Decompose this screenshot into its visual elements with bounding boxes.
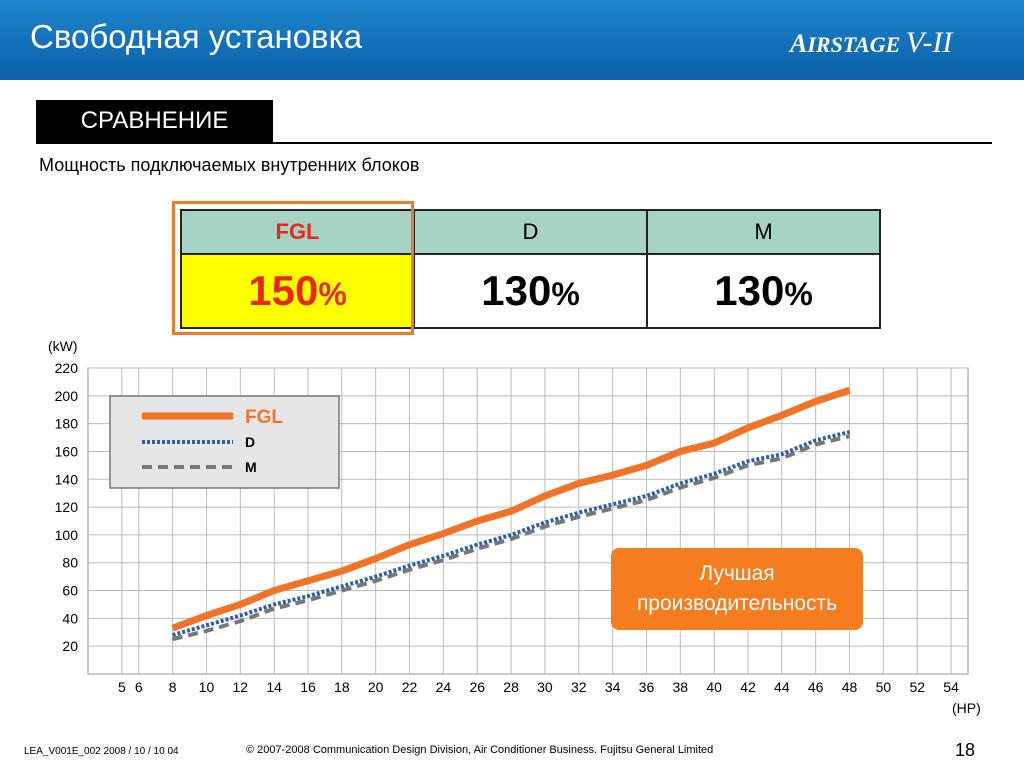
x-tick-label: 52 [909,679,925,695]
x-tick-label: 12 [233,679,249,695]
section-label: СРАВНЕНИЕ [80,107,229,134]
y-axis-unit: (kW) [48,338,78,354]
x-tick-label: 18 [334,679,350,695]
y-tick-label: 40 [62,610,78,626]
x-tick-label: 30 [537,679,553,695]
series-line-d [172,430,851,637]
x-tick-label: 44 [774,679,790,695]
y-tick-label: 60 [62,583,78,599]
logo-initial: A [790,29,808,58]
value-m: 130 [714,267,785,314]
logo-text: IRSTAGE [807,32,901,57]
value-fgl: 150 [248,267,319,314]
y-tick-label: 20 [62,638,78,654]
x-tick-label: 50 [876,679,892,695]
y-tick-label: 160 [55,443,79,459]
legend-label-fgl: FGL [245,407,283,428]
percent-sign: % [784,276,813,312]
badge-line-2: производительность [636,592,838,615]
page-title: Свободная установка [30,18,363,55]
document-code: LEA_V001E_002 2008 / 10 / 10 04 [24,746,179,757]
fgl-highlight-frame [172,201,414,335]
value-cell-fgl: 150% [180,253,415,329]
value-cell-d: 130% [413,253,648,329]
legend-label-d: D [245,434,255,450]
x-tick-label: 42 [740,679,756,695]
y-tick-label: 100 [55,527,79,543]
x-tick-label: 32 [571,679,587,695]
x-tick-label: 22 [402,679,418,695]
x-tick-label: 38 [673,679,689,695]
y-tick-label: 180 [55,416,79,432]
x-tick-label: 5 [118,679,126,695]
header-bar: Свободная установка AIRSTAGE V-II [0,0,1024,80]
page-number: 18 [955,740,976,760]
x-tick-label: 48 [842,679,858,695]
x-tick-label: 34 [605,679,621,695]
value-cell-m: 130% [646,253,881,329]
x-tick-label: 10 [199,679,215,695]
x-tick-label: 36 [639,679,655,695]
copyright: © 2007-2008 Communication Design Divisio… [246,744,714,756]
y-tick-label: 220 [55,360,79,376]
value-d: 130 [481,267,552,314]
table-value-row: 150% 130% 130% [180,253,881,329]
best-performance-badge: Лучшая производительность [611,548,863,630]
series-line-m [172,434,851,642]
y-tick-label: 120 [55,499,79,515]
x-tick-label: 24 [436,679,452,695]
x-tick-label: 6 [135,679,143,695]
x-tick-label: 20 [368,679,384,695]
percent-sign: % [551,276,580,312]
legend-label-m: M [245,459,257,475]
header-cell-m: M [646,209,881,255]
header-cell-d: D [413,209,648,255]
logo-version: V-II [905,26,953,59]
subtitle: Мощность подключаемых внутренних блоков [39,155,420,175]
series-line-fgl [171,386,851,632]
x-axis-unit: (HP) [952,700,981,716]
x-tick-label: 16 [300,679,316,695]
y-tick-label: 140 [55,471,79,487]
table-header-row: FGL D M [180,209,881,255]
x-tick-label: 40 [706,679,722,695]
x-tick-label: 14 [266,679,282,695]
x-tick-label: 28 [503,679,519,695]
y-tick-label: 200 [55,388,79,404]
section-tab: СРАВНЕНИЕ [36,100,273,142]
x-tick-label: 26 [469,679,485,695]
section-divider [36,142,992,144]
comparison-table: FGL D M 150% 130% 130% [180,209,881,329]
x-tick-label: 46 [808,679,824,695]
badge-line-1: Лучшая [699,562,775,585]
airstage-logo: AIRSTAGE V-II [790,26,952,60]
percent-sign: % [318,276,347,312]
x-tick-label: 54 [943,679,959,695]
x-tick-label: 8 [169,679,177,695]
header-cell-fgl: FGL [180,209,415,255]
y-tick-label: 80 [62,555,78,571]
